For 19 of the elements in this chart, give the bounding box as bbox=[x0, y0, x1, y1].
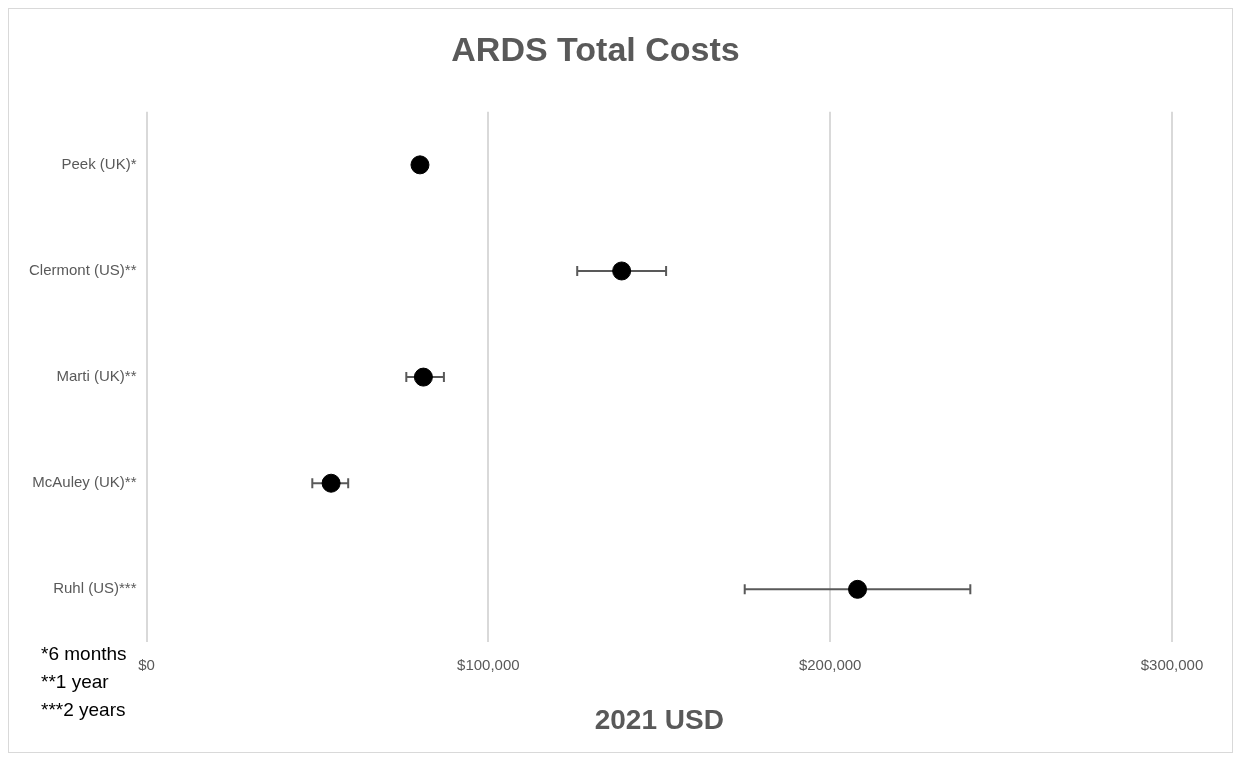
text: ***2 years bbox=[41, 698, 126, 720]
x-tick-label: $200,000 bbox=[798, 655, 862, 673]
y-tick-label: Marti (UK)** bbox=[56, 367, 137, 385]
point bbox=[848, 579, 868, 599]
x-tick-label: $300,000 bbox=[1140, 655, 1204, 673]
x-tick-label: $100,000 bbox=[457, 655, 520, 673]
text: **1 year bbox=[41, 670, 110, 692]
point bbox=[321, 473, 341, 493]
chart-title: ARDS Total Costs bbox=[451, 29, 740, 68]
point bbox=[413, 367, 433, 387]
y-tick-label: Peek (UK)* bbox=[61, 155, 137, 172]
y-tick-label: McAuley (UK)** bbox=[32, 473, 137, 491]
y-tick-label: Ruhl (US)*** bbox=[53, 579, 137, 597]
y-tick-label: Clermont (US)** bbox=[28, 261, 137, 279]
text: *6 months bbox=[41, 642, 127, 664]
point bbox=[612, 261, 632, 281]
point bbox=[410, 155, 430, 175]
x-tick-label: $0 bbox=[138, 655, 155, 673]
x-axis-title: 2021 USD bbox=[594, 703, 724, 735]
